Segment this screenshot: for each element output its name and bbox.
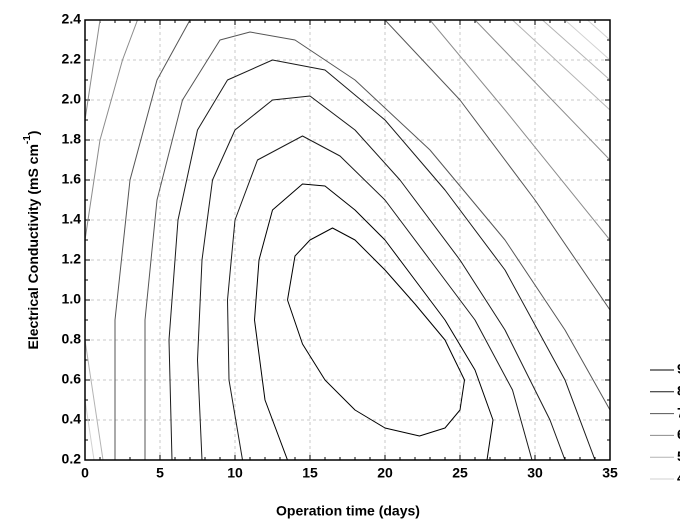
y-tick-label: 2.0 xyxy=(62,91,82,107)
contour-line xyxy=(429,20,610,241)
legend-label: 8 xyxy=(677,383,680,399)
contour-line xyxy=(564,20,610,61)
x-tick-label: 25 xyxy=(452,465,468,481)
contour-line xyxy=(474,20,610,161)
contour-line xyxy=(542,20,610,81)
contour-line xyxy=(254,183,494,460)
contour-line xyxy=(227,135,533,460)
y-axis-title: Electrical Conductivity (mS cm-1) xyxy=(22,131,41,350)
x-axis-title: Operation time (days) xyxy=(276,503,420,519)
y-tick-label: 2.4 xyxy=(62,11,82,27)
plot-frame xyxy=(84,19,611,461)
contour-line xyxy=(85,399,95,460)
y-tick-label: 0.6 xyxy=(62,371,82,387)
y-tick-label: 0.2 xyxy=(62,451,82,467)
y-tick-label: 2.2 xyxy=(62,51,82,67)
x-tick-label: 10 xyxy=(227,465,243,481)
contour-line xyxy=(144,31,610,460)
y-tick-label: 1.2 xyxy=(62,251,82,267)
y-tick-label: 1.0 xyxy=(62,291,82,307)
contour-line xyxy=(384,20,610,311)
legend-label: 6 xyxy=(677,426,680,442)
contour-line xyxy=(512,20,610,111)
contour-line xyxy=(85,20,101,121)
y-tick-label: 1.6 xyxy=(62,171,82,187)
contour-line xyxy=(85,339,104,460)
legend-label: 5 xyxy=(677,448,680,464)
contour-line xyxy=(168,59,596,460)
y-tick-label: 1.4 xyxy=(62,211,82,227)
contour-line xyxy=(197,95,566,460)
contour-line xyxy=(587,20,610,41)
y-tick-label: 0.8 xyxy=(62,331,82,347)
x-tick-label: 5 xyxy=(156,465,164,481)
legend-label: 9 xyxy=(677,361,680,377)
contour-line xyxy=(287,227,465,437)
contour-line xyxy=(114,20,191,460)
contour-line xyxy=(85,20,138,241)
y-axis-title-text: Electrical Conductivity (mS cm xyxy=(25,144,41,349)
legend-label: 4 xyxy=(677,470,680,486)
x-tick-label: 15 xyxy=(302,465,318,481)
y-axis-title-end: ) xyxy=(25,131,41,136)
x-tick-label: 30 xyxy=(527,465,543,481)
y-tick-label: 1.8 xyxy=(62,131,82,147)
y-axis-title-sup: -1 xyxy=(22,135,33,144)
legend-label: 7 xyxy=(677,404,680,420)
y-tick-label: 0.4 xyxy=(62,411,82,427)
x-tick-label: 35 xyxy=(602,465,618,481)
x-tick-label: 20 xyxy=(377,465,393,481)
x-tick-label: 0 xyxy=(81,465,89,481)
